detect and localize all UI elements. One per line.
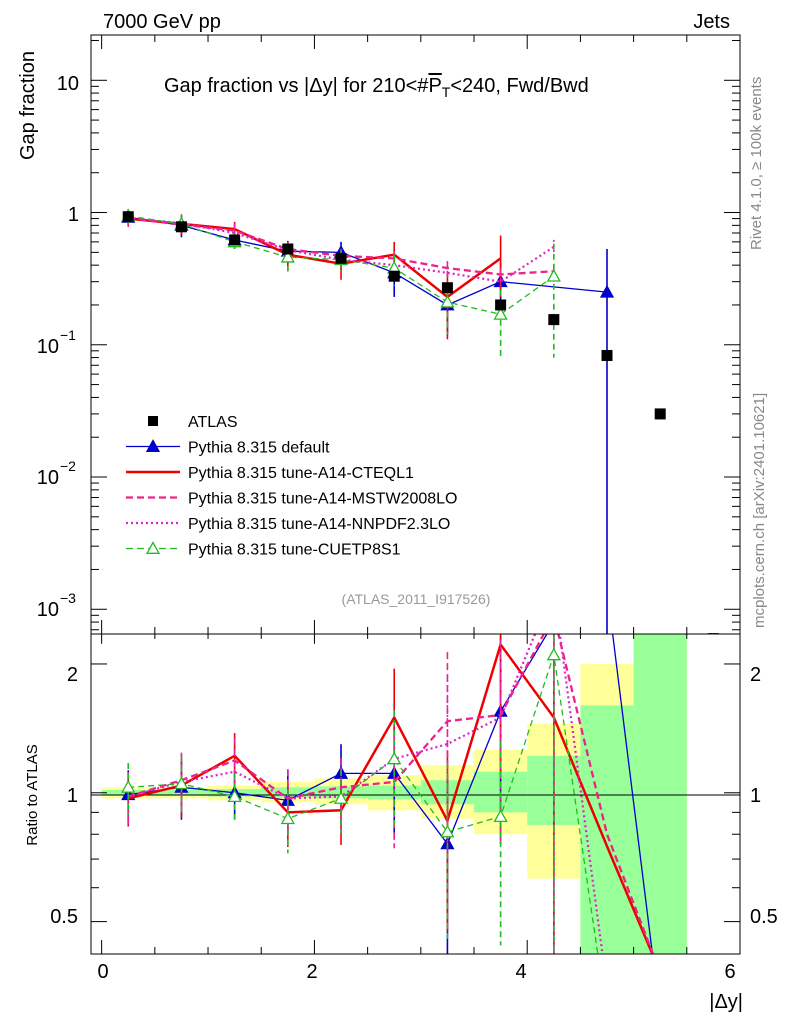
ratio-point bbox=[440, 824, 455, 838]
legend-marker bbox=[148, 416, 158, 426]
data-point bbox=[707, 633, 719, 634]
ytick-label-1e-3: 10 −3 bbox=[37, 590, 76, 621]
legend-entry: ATLAS bbox=[148, 414, 238, 431]
ratio-line bbox=[127, 634, 655, 954]
legend-label: Pythia 8.315 tune-A14-CTEQL1 bbox=[188, 465, 414, 482]
data-point bbox=[122, 211, 134, 223]
ratio-ytick-1-right: 1 bbox=[750, 785, 761, 807]
main-series-ATLAS bbox=[122, 211, 719, 634]
legend-label: ATLAS bbox=[188, 414, 238, 431]
ratio-ytick-1-left: 1 bbox=[67, 785, 78, 807]
legend-label: Pythia 8.315 default bbox=[188, 440, 330, 457]
series-line bbox=[128, 216, 555, 283]
data-point bbox=[388, 270, 400, 282]
data-point bbox=[493, 306, 508, 320]
main-ylabel: Gap fraction bbox=[17, 51, 39, 160]
main-series-CUETP8S1 bbox=[121, 208, 561, 358]
main-series-A14_NNPDF23LO bbox=[127, 210, 555, 290]
legend-entry: Pythia 8.315 tune-A14-MSTW2008LO bbox=[126, 491, 457, 508]
svg-text:10: 10 bbox=[37, 599, 59, 621]
svg-text:10: 10 bbox=[37, 467, 59, 489]
legend-label: Pythia 8.315 tune-A14-NNPDF2.3LO bbox=[188, 516, 450, 533]
data-point bbox=[601, 349, 613, 361]
ratio-ytick-05-right: 0.5 bbox=[750, 906, 778, 928]
header-energy: 7000 GeV pp bbox=[103, 11, 221, 33]
ratio-point bbox=[546, 647, 561, 661]
ratio-ylabel: Ratio to ATLAS bbox=[24, 744, 41, 845]
ratio-point bbox=[227, 789, 242, 802]
legend-label: Pythia 8.315 tune-CUETP8S1 bbox=[188, 542, 401, 559]
ratio-point bbox=[493, 809, 508, 822]
rivet-label: Rivet 4.1.0, ≥ 100k events bbox=[748, 77, 765, 250]
axis-ticks bbox=[91, 35, 741, 954]
data-point bbox=[495, 299, 507, 311]
ratio-point bbox=[174, 776, 189, 790]
ytick-label-1e-1: 10 −1 bbox=[37, 327, 76, 358]
mcplots-label: mcplots.cern.ch [arXiv:2401.10621] bbox=[751, 393, 768, 628]
data-point bbox=[441, 282, 453, 294]
legend-marker bbox=[145, 541, 161, 554]
ratio-series-4 bbox=[121, 634, 599, 954]
plot-title: Gap fraction vs |Δy| for 210<#PT<240, Fw… bbox=[164, 75, 589, 100]
analysis-id: (ATLAS_2011_I917526) bbox=[342, 591, 491, 607]
ytick-label-1: 1 bbox=[68, 204, 79, 226]
main-series-group bbox=[121, 208, 719, 634]
ratio-point bbox=[121, 779, 136, 793]
svg-text:−3: −3 bbox=[60, 590, 76, 606]
data-point bbox=[546, 268, 561, 282]
data-point bbox=[282, 243, 294, 255]
data-point bbox=[280, 249, 295, 263]
xtick-label-0: 0 bbox=[97, 961, 108, 983]
legend-marker bbox=[145, 439, 161, 452]
band-green bbox=[580, 705, 634, 954]
legend-entry: Pythia 8.315 default bbox=[126, 439, 330, 457]
data-point bbox=[440, 294, 455, 308]
ratio-xlabel: |Δy| bbox=[709, 991, 743, 1013]
data-point bbox=[654, 408, 666, 420]
svg-text:10: 10 bbox=[37, 336, 59, 358]
legend-label: Pythia 8.315 tune-A14-MSTW2008LO bbox=[188, 491, 457, 508]
data-point bbox=[335, 252, 347, 264]
ratio-line bbox=[128, 654, 599, 954]
ratio-point bbox=[387, 751, 402, 765]
ratio-ytick-2-left: 2 bbox=[67, 664, 78, 686]
data-point bbox=[548, 314, 560, 326]
data-point bbox=[229, 234, 241, 246]
ratio-point bbox=[333, 791, 349, 804]
ytick-label-1e-2: 10 −2 bbox=[37, 458, 76, 489]
header-category: Jets bbox=[693, 11, 730, 33]
ytick-label-10: 10 bbox=[57, 73, 79, 95]
svg-text:−1: −1 bbox=[60, 327, 76, 343]
xtick-label-2: 2 bbox=[306, 961, 317, 983]
ratio-ytick-05-left: 0.5 bbox=[50, 906, 78, 928]
ratio-line bbox=[127, 634, 604, 954]
series-line bbox=[128, 217, 502, 299]
legend-entry: Pythia 8.315 tune-A14-NNPDF2.3LO bbox=[126, 516, 450, 533]
data-point bbox=[175, 221, 187, 233]
legend-entry: Pythia 8.315 tune-A14-CTEQL1 bbox=[126, 465, 414, 482]
legend-entry: Pythia 8.315 tune-CUETP8S1 bbox=[126, 541, 401, 559]
xtick-label-6: 6 bbox=[724, 961, 735, 983]
ratio-series-group bbox=[121, 634, 655, 954]
ratio-point bbox=[280, 811, 295, 825]
series-line bbox=[128, 215, 555, 315]
band-green bbox=[633, 634, 687, 954]
svg-text:−2: −2 bbox=[60, 458, 76, 474]
ratio-frame bbox=[90, 633, 741, 955]
legend: ATLAS Pythia 8.315 default Pythia 8.315 tu… bbox=[126, 414, 457, 559]
ratio-ytick-2-right: 2 bbox=[750, 664, 761, 686]
xtick-label-4: 4 bbox=[515, 961, 526, 983]
data-point bbox=[599, 284, 615, 298]
